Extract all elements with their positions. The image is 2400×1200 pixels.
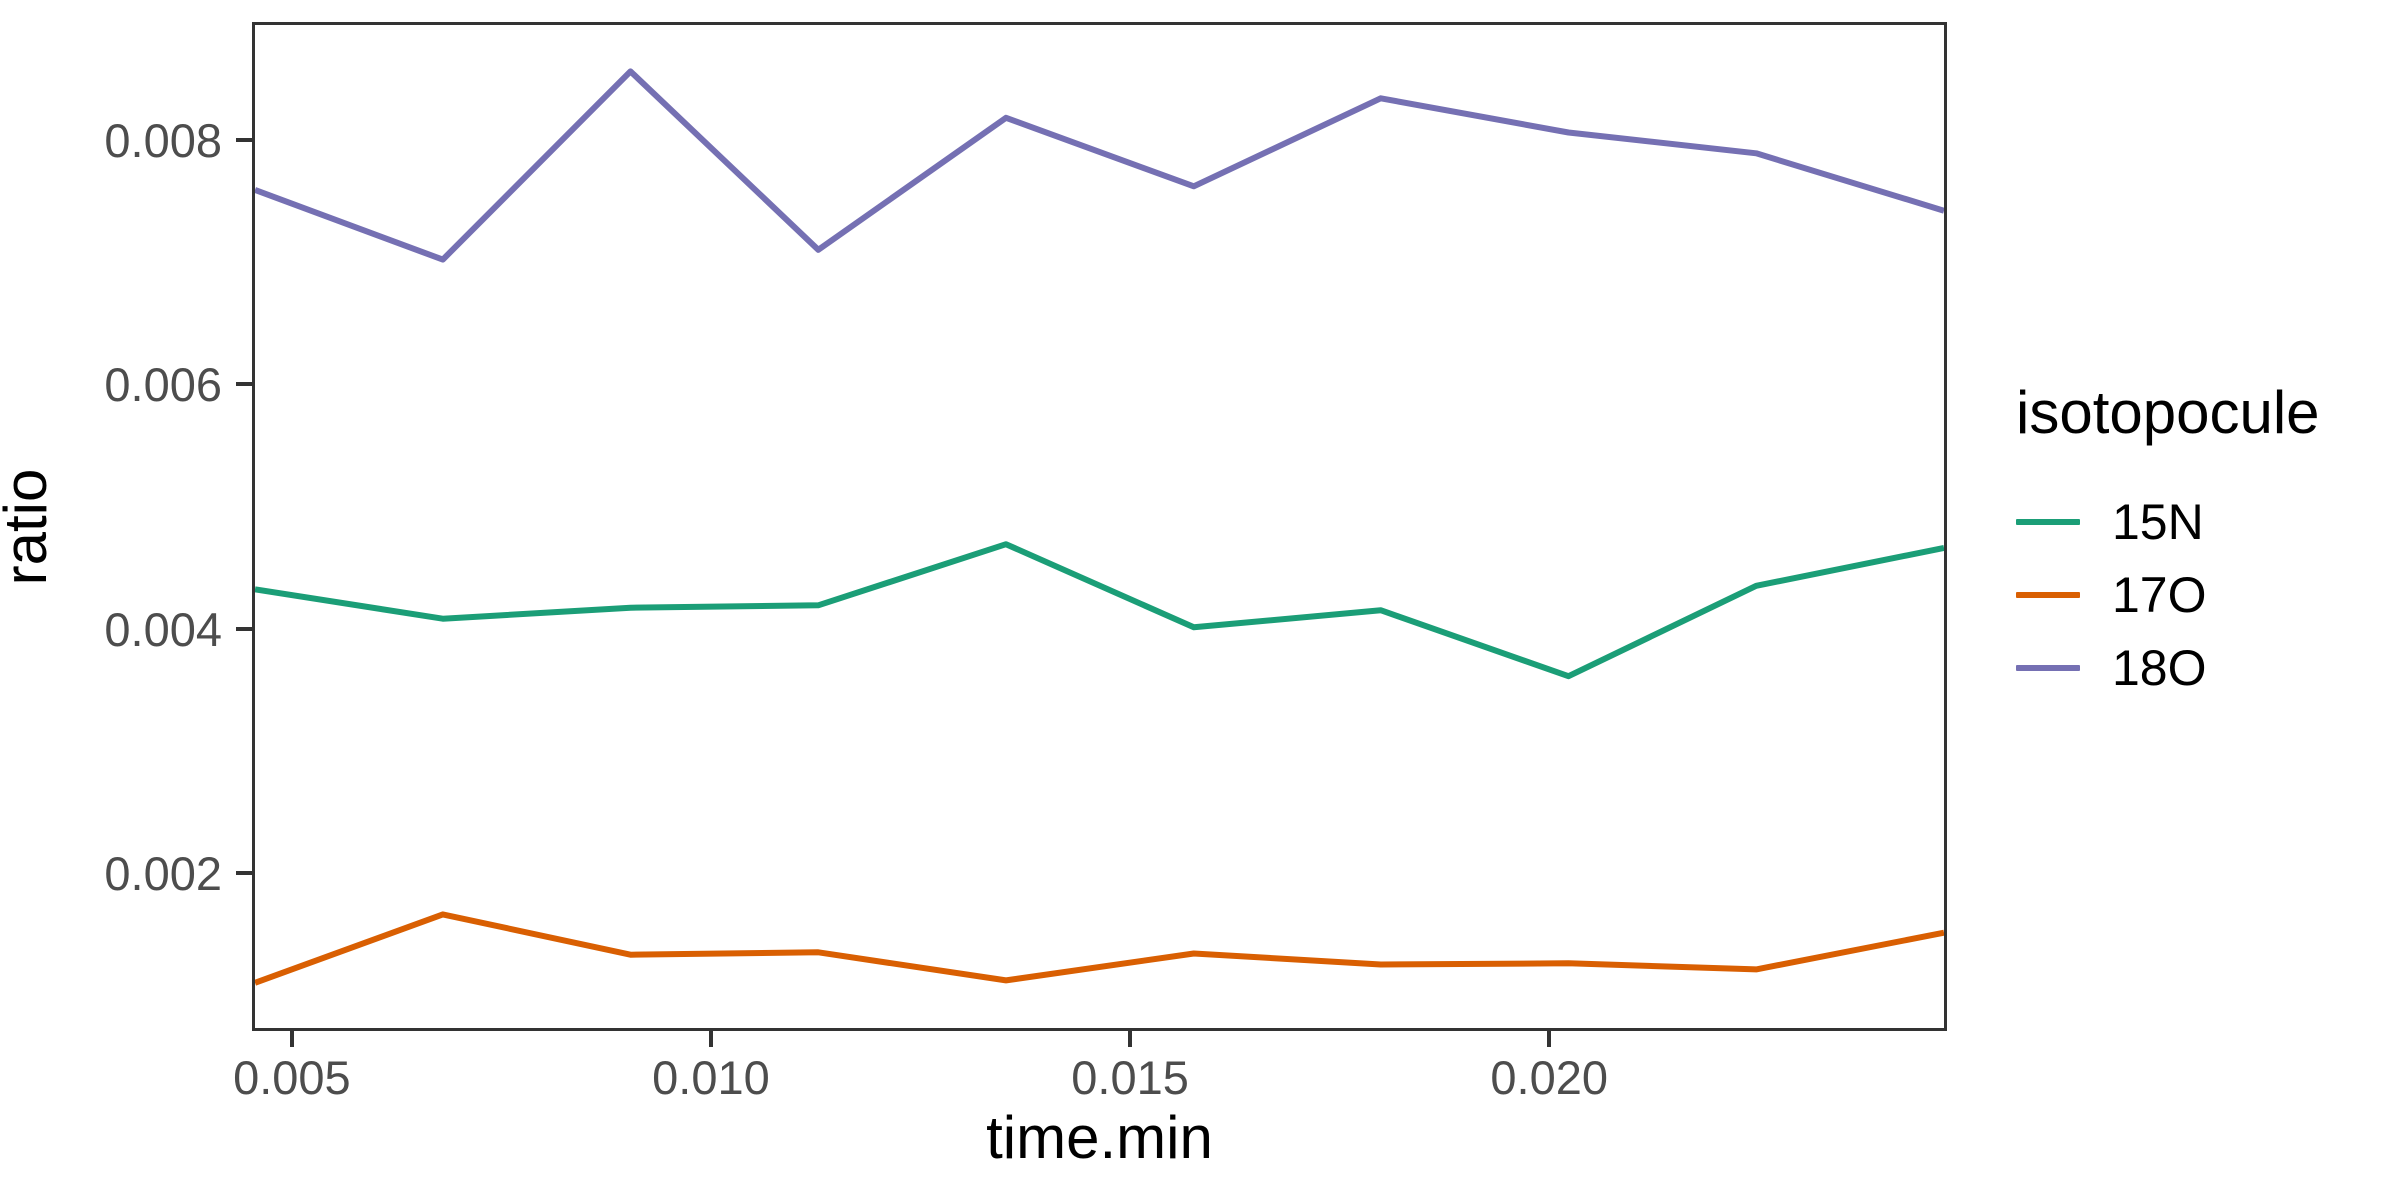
y-tick-mark — [236, 870, 252, 875]
series-line-17O — [255, 911, 1944, 986]
legend-item-17O: 17O — [2016, 558, 2320, 631]
x-tick-label: 0.010 — [652, 1051, 770, 1104]
legend-item-18O: 18O — [2016, 631, 2320, 704]
y-tick-label: 0.004 — [104, 602, 222, 656]
legend-title: isotopocule — [2016, 379, 2320, 446]
y-axis-title: ratio — [0, 468, 59, 586]
legend: isotopocule 15N 17O 18O — [2016, 383, 2320, 704]
legend-item-15N: 15N — [2016, 485, 2320, 558]
x-tick-mark — [289, 1031, 294, 1047]
y-tick-mark — [236, 137, 252, 142]
x-tick-label: 0.005 — [233, 1051, 351, 1104]
legend-label: 17O — [2112, 566, 2207, 623]
plot-panel — [252, 22, 1947, 1031]
series-line-15N — [255, 541, 1944, 680]
x-tick-label: 0.015 — [1071, 1051, 1189, 1104]
y-tick-label: 0.002 — [104, 846, 222, 900]
y-tick-mark — [236, 626, 252, 631]
x-tick-mark — [708, 1031, 713, 1047]
x-tick-mark — [1128, 1031, 1133, 1047]
legend-label: 15N — [2112, 493, 2204, 550]
plot-lines-svg — [255, 68, 1944, 986]
legend-key-line — [2016, 518, 2080, 525]
legend-key-line — [2016, 664, 2080, 671]
x-tick-mark — [1547, 1031, 1552, 1047]
y-tick-label: 0.008 — [104, 113, 222, 167]
series-line-18O — [255, 68, 1944, 263]
legend-key-line — [2016, 591, 2080, 598]
legend-label: 18O — [2112, 639, 2207, 696]
x-tick-label: 0.020 — [1490, 1051, 1608, 1104]
y-tick-mark — [236, 382, 252, 387]
y-tick-label: 0.006 — [104, 358, 222, 412]
x-axis-title: time.min — [986, 1104, 1213, 1171]
legend-items: 15N 17O 18O — [2016, 485, 2320, 704]
